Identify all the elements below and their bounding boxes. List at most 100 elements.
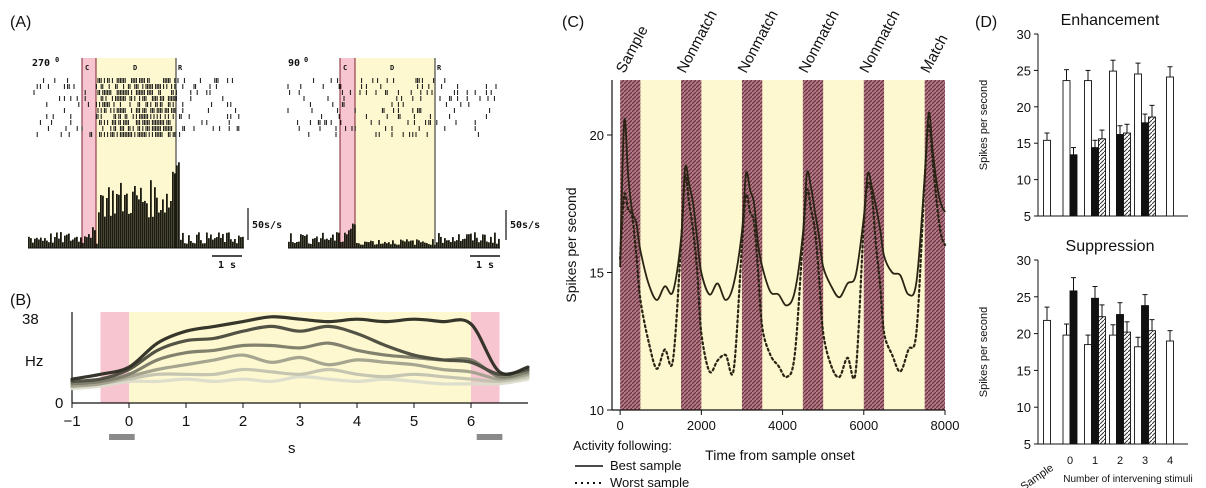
time-scale-label-left: 1 s xyxy=(218,260,236,271)
b-xtick-label: 4 xyxy=(353,413,361,430)
psth-bar xyxy=(378,240,380,248)
raster-right-title: 90 0 xyxy=(288,56,308,69)
d-bar xyxy=(1069,154,1078,217)
psth-bar xyxy=(176,165,178,248)
b-xtick-label: 0 xyxy=(125,413,133,430)
psth-bar xyxy=(296,242,298,248)
psth-bar xyxy=(332,234,334,248)
psth-bar xyxy=(470,233,472,248)
psth-bar xyxy=(382,243,384,248)
psth-bar xyxy=(434,244,436,248)
c-epoch-label: Nonmatch xyxy=(796,8,843,76)
psth-bar xyxy=(76,236,78,248)
d-bar xyxy=(1166,340,1174,445)
psth-bar xyxy=(344,232,346,248)
psth-bar xyxy=(212,239,214,248)
psth-bar xyxy=(432,239,434,248)
rate-scale-label-left: 50s/s xyxy=(252,220,282,231)
psth-bar xyxy=(148,217,150,248)
cue-marker-bar xyxy=(109,434,135,440)
response-label-left: R xyxy=(178,64,183,72)
psth-bar xyxy=(136,195,138,248)
psth-bar xyxy=(218,232,220,248)
psth-bar xyxy=(414,244,416,248)
psth-bar xyxy=(88,234,90,248)
d-bar xyxy=(1109,70,1117,217)
psth-bar xyxy=(126,193,128,248)
psth-bar xyxy=(102,195,104,248)
psth-bar xyxy=(134,186,136,248)
psth-bar xyxy=(482,234,484,248)
psth-bar xyxy=(50,233,52,248)
psth-bar xyxy=(472,240,474,248)
psth-bar xyxy=(304,235,306,248)
psth-bar xyxy=(142,202,144,248)
b-series-line xyxy=(70,353,530,388)
psth-bar xyxy=(124,194,126,248)
psth-bar xyxy=(224,242,226,248)
psth-bar xyxy=(78,241,80,248)
b-series-line xyxy=(70,375,530,391)
psth-bar xyxy=(342,241,344,248)
d-bar xyxy=(1062,80,1071,217)
c-xlabel: Time from sample onset xyxy=(705,447,855,463)
psth-bar xyxy=(336,232,338,248)
psth-bar xyxy=(354,224,356,248)
svg-text:0: 0 xyxy=(304,56,308,64)
psth-bar xyxy=(40,237,42,248)
psth-bar xyxy=(364,241,366,248)
d-ylabel: Spikes per second xyxy=(978,307,990,398)
b-ytick-38: 38 xyxy=(22,311,39,328)
psth-bar xyxy=(394,243,396,248)
panel-a-label: (A) xyxy=(10,14,31,31)
delay-label-right: D xyxy=(390,64,394,72)
psth-bar xyxy=(376,244,378,248)
delay-label-left: D xyxy=(133,64,137,72)
d-xtick-label: 0 xyxy=(1067,455,1073,467)
psth-bar xyxy=(386,243,388,248)
psth-bar xyxy=(356,243,358,248)
psth-bar xyxy=(348,230,350,248)
psth-bar xyxy=(168,207,170,248)
d-ylabel: Spikes per second xyxy=(978,80,990,171)
psth-bar xyxy=(122,211,124,248)
raster-right-ticks xyxy=(287,78,497,137)
psth-bar xyxy=(36,237,38,248)
psth-bar xyxy=(52,242,54,248)
psth-bar xyxy=(58,238,60,248)
psth-bar xyxy=(208,238,210,248)
psth-bar xyxy=(160,210,162,248)
psth-bar xyxy=(114,213,116,248)
psth-right xyxy=(288,223,500,248)
psth-bar xyxy=(300,234,302,248)
psth-bar xyxy=(458,234,460,248)
psth-bar xyxy=(338,232,340,248)
d-bar xyxy=(1062,334,1071,445)
delay-window-right xyxy=(355,58,435,248)
psth-bar xyxy=(42,240,44,248)
chart-d-enhancement: Enhancement 5 10 15 20 25 30 Spikes per second xyxy=(978,12,1188,224)
psth-bar xyxy=(164,212,166,248)
c-xtick-label: 0 xyxy=(617,418,624,433)
psth-bar xyxy=(390,244,392,248)
c-stimulus-window xyxy=(741,80,763,410)
psth-bar xyxy=(498,238,500,248)
psth-bar xyxy=(352,223,354,248)
psth-bar xyxy=(182,232,184,248)
d-bar xyxy=(1098,316,1106,445)
psth-bar xyxy=(422,241,424,248)
psth-bar xyxy=(474,232,476,248)
d-ytick-label: 5 xyxy=(1024,437,1031,452)
psth-bar xyxy=(374,244,376,248)
c-epoch-label: Nonmatch xyxy=(856,8,903,76)
d-ytick-label: 10 xyxy=(1017,400,1031,415)
psth-bar xyxy=(370,240,372,248)
d-bar xyxy=(1123,331,1131,445)
cue-window xyxy=(100,312,129,403)
psth-bar xyxy=(388,242,390,248)
c-xtick-label: 6000 xyxy=(849,418,878,433)
b-xtick-label: 5 xyxy=(410,413,418,430)
psth-bar xyxy=(484,234,486,248)
psth-bar xyxy=(152,216,154,248)
